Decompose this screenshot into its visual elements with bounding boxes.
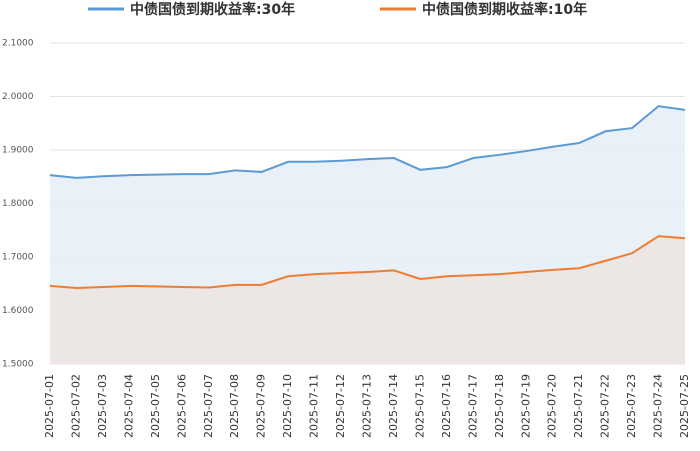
x-tick-label: 2025-07-25 [678,374,691,438]
x-tick-label: 2025-07-02 [69,374,82,438]
x-tick-label: 2025-07-22 [599,374,612,438]
x-tick-label: 2025-07-03 [96,374,109,438]
x-tick-label: 2025-07-24 [652,374,665,438]
x-tick-label: 2025-07-19 [519,374,532,438]
x-tick-label: 2025-07-14 [387,374,400,438]
y-tick-label: 1.9000 [2,146,34,156]
x-tick-label: 2025-07-04 [122,374,135,438]
x-tick-label: 2025-07-21 [572,374,585,438]
y-tick-label: 1.6000 [2,306,34,316]
x-tick-label: 2025-07-15 [413,374,426,438]
x-tick-label: 2025-07-16 [440,374,453,438]
x-tick-label: 2025-07-17 [466,374,479,438]
legend-label: 中债国债到期收益率:30年 [130,1,295,18]
x-tick-label: 2025-07-08 [228,374,241,438]
legend-label: 中债国债到期收益率:10年 [422,1,587,18]
x-tick-label: 2025-07-01 [43,374,56,438]
series-line [49,105,686,179]
series-area [50,236,685,364]
x-tick-label: 2025-07-09 [255,374,268,438]
x-tick-label: 2025-07-05 [149,374,162,438]
x-tick-label: 2025-07-20 [546,374,559,438]
x-tick-label: 2025-07-18 [493,374,506,438]
y-tick-label: 1.7000 [2,253,34,263]
y-tick-label: 2.1000 [2,39,34,49]
y-tick-label: 2.0000 [2,92,34,102]
series-line [49,235,686,290]
x-tick-label: 2025-07-11 [308,374,321,438]
x-tick-label: 2025-07-23 [625,374,638,438]
x-tick-label: 2025-07-12 [334,374,347,438]
x-tick-label: 2025-07-13 [361,374,374,438]
x-tick-label: 2025-07-06 [175,374,188,438]
x-tick-label: 2025-07-10 [281,374,294,438]
y-tick-label: 1.5000 [2,360,34,370]
x-tick-label: 2025-07-07 [202,374,215,438]
y-tick-label: 1.8000 [2,199,34,209]
